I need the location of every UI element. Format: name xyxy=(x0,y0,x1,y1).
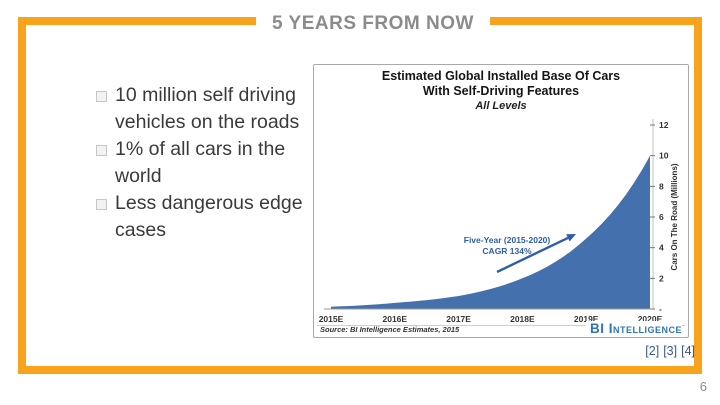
bullet-text: 10 million self driving vehicles on the … xyxy=(115,84,300,133)
y-axis-title: Cars On The Road (Millions) xyxy=(670,163,679,270)
cagr-annotation-line2: CAGR 134% xyxy=(482,246,532,256)
bullet-item: 10 million self driving vehicles on the … xyxy=(96,82,322,136)
x-tick-label: 2017E xyxy=(446,314,471,324)
bullet-square-icon xyxy=(96,199,107,210)
bullet-square-icon xyxy=(96,91,107,102)
bullet-square-icon xyxy=(96,145,107,156)
page-number: 6 xyxy=(699,379,707,394)
chart-footer-divider xyxy=(317,325,685,326)
logo-part-2: Intelligence xyxy=(608,321,682,336)
citation-link[interactable]: [2] xyxy=(645,344,660,358)
chart-title-block: Estimated Global Installed Base Of Cars … xyxy=(314,69,688,113)
bullet-item: 1% of all cars in the world xyxy=(96,136,322,190)
citation-link[interactable]: [3] xyxy=(663,344,678,358)
bullet-text: 1% of all cars in the world xyxy=(115,138,286,187)
y-tick-label: 6 xyxy=(659,212,664,222)
y-tick-label: 8 xyxy=(659,181,664,191)
chart-panel: - 2 4 6 8 10 12 2015E 2016E 2017E 2018E 2019E 2020E C… xyxy=(313,64,689,338)
x-tick-label: 2018E xyxy=(510,314,535,324)
cagr-annotation-line1: Five-Year (2015-2020) xyxy=(464,235,551,245)
x-tick-label: 2015E xyxy=(319,314,344,324)
citation-link[interactable]: [4] xyxy=(681,344,695,358)
area-chart: - 2 4 6 8 10 12 2015E 2016E 2017E 2018E 2019E 2020E C… xyxy=(319,119,679,324)
x-tick-label: 2019E xyxy=(574,314,599,324)
y-tick-label: 10 xyxy=(659,151,669,161)
cagr-arrow-head xyxy=(566,234,576,242)
x-tick-label: 2020E xyxy=(638,314,663,324)
chart-source-note: Source: BI Intelligence Estimates, 2015 xyxy=(320,325,460,334)
y-tick-label: 4 xyxy=(659,243,664,253)
y-tick-label: 2 xyxy=(659,273,664,283)
chart-subtitle: All Levels xyxy=(475,100,527,112)
bullet-list: 10 million self driving vehicles on the … xyxy=(96,82,322,244)
area-series-fill xyxy=(331,155,650,309)
bullet-item: Less dangerous edge cases xyxy=(96,190,322,244)
y-tick-label: 12 xyxy=(659,120,669,130)
bi-intelligence-logo: BI Intelligence xyxy=(585,321,682,336)
chart-title-line2: With Self-Driving Features xyxy=(422,84,580,98)
cagr-arrow-shaft xyxy=(496,236,569,274)
x-tick-label: 2016E xyxy=(383,314,408,324)
logo-part-1: BI xyxy=(589,321,605,336)
chart-title-line1: Estimated Global Installed Base Of Cars xyxy=(381,69,621,83)
y-tick-label: - xyxy=(659,304,662,314)
bullet-text: Less dangerous edge cases xyxy=(115,192,303,241)
slide-title: 5 YEARS FROM NOW xyxy=(256,13,490,35)
citations: [2] [3] [4] xyxy=(641,344,695,358)
